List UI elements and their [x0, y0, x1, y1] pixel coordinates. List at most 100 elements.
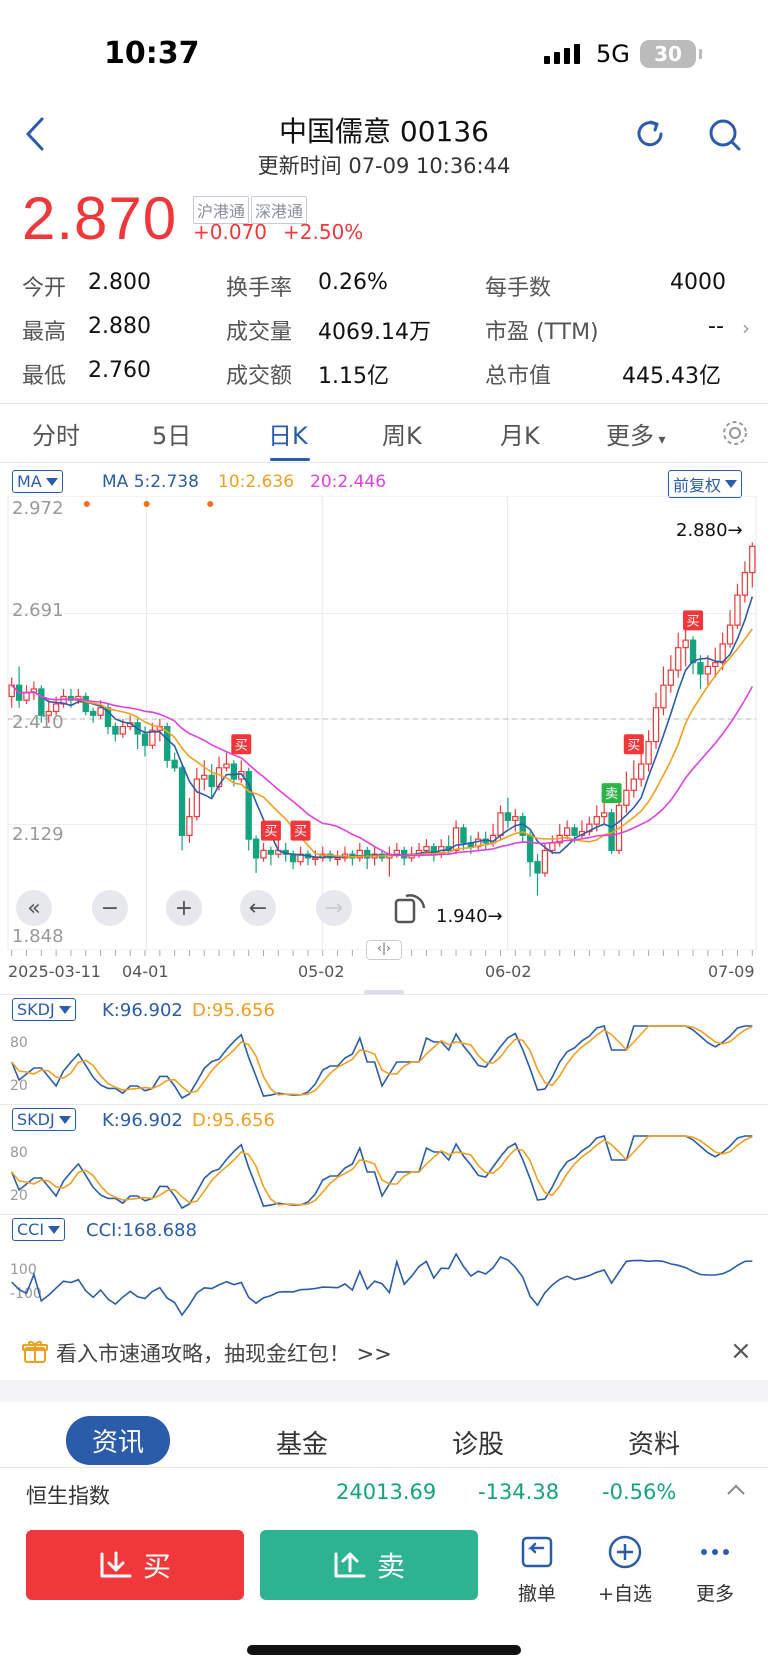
low-value: 2.760 — [88, 358, 151, 383]
zoom-in-button[interactable]: + — [166, 890, 202, 926]
candle-body — [82, 695, 89, 713]
ellipsis-icon — [701, 1549, 729, 1555]
candle-body — [504, 812, 512, 821]
tab-profile[interactable]: 资料 — [628, 1430, 681, 1460]
close-icon[interactable]: × — [730, 1336, 752, 1366]
upload-icon — [334, 1552, 366, 1578]
more-button[interactable]: 更多 — [680, 1534, 750, 1606]
buy-signal: 买 — [260, 820, 281, 841]
indicator-pill: SKDJ — [12, 1108, 76, 1131]
min-annotation: 1.940→ — [436, 906, 503, 927]
adjust-selector[interactable]: 前复权 — [668, 470, 743, 498]
level-label: 80 — [10, 1035, 28, 1051]
tab-more[interactable]: 更多 ▾ — [606, 416, 665, 451]
chevron-up-icon[interactable] — [726, 1482, 746, 1501]
candle-body — [245, 770, 252, 840]
tab-fund[interactable]: 基金 — [276, 1430, 329, 1460]
zoom-out-button[interactable]: − — [92, 890, 128, 926]
signal-label: 买 — [264, 825, 277, 840]
drag-handle[interactable]: ‹|› — [366, 940, 402, 960]
cancel-order-button[interactable]: 撤单 — [502, 1534, 572, 1606]
add-watchlist-label: +自选 — [598, 1583, 652, 1605]
candle-body — [623, 789, 630, 806]
candle-body — [238, 770, 245, 780]
search-icon[interactable] — [708, 118, 742, 156]
candle-body — [549, 842, 556, 852]
ma-selector[interactable]: MA — [12, 470, 63, 493]
adjust-pill: 前复权 — [668, 470, 743, 498]
tab-weekly-k[interactable]: 周K — [382, 422, 422, 450]
x-tick-label: 04-01 — [122, 962, 169, 981]
tab-daily-k[interactable]: 日K — [268, 422, 308, 450]
tab-5day[interactable]: 5日 — [152, 422, 192, 450]
ma5-value: MA 5:2.738 — [102, 472, 199, 492]
candle-body — [734, 594, 741, 626]
candle-body — [252, 838, 260, 859]
candle-body — [363, 849, 371, 859]
download-icon — [100, 1551, 132, 1578]
back-icon[interactable] — [24, 116, 46, 156]
indicator-name: SKDJ — [17, 1000, 55, 1019]
indicator-d: D:95.656 — [192, 1000, 275, 1021]
event-marker — [143, 501, 150, 507]
candle-body — [741, 571, 749, 596]
add-watchlist-button[interactable]: +自选 — [590, 1534, 660, 1606]
candle-body — [38, 688, 45, 716]
y-tick-label: 2.691 — [12, 600, 64, 621]
active-tab-indicator — [270, 458, 310, 461]
tab-timeshare[interactable]: 分时 — [32, 422, 80, 450]
candle-body — [423, 846, 430, 852]
candle-body — [667, 669, 675, 686]
candle-body — [149, 729, 156, 746]
indicator-k: K:96.902 — [102, 1000, 183, 1021]
indicator-d: D:95.656 — [192, 1110, 275, 1131]
skdj-chart — [10, 1135, 753, 1210]
tab-news[interactable]: 资讯 — [66, 1416, 171, 1465]
max-annotation: 2.880→ — [676, 520, 743, 541]
tab-monthly-k[interactable]: 月K — [500, 422, 540, 450]
candle-body — [67, 695, 75, 701]
resize-handle[interactable] — [364, 990, 404, 995]
x-tick-label: 05-02 — [298, 962, 345, 981]
level-label: -100 — [10, 1286, 42, 1302]
candle-body — [460, 827, 467, 844]
rotate-icon[interactable] — [392, 890, 428, 930]
scroll-left-button[interactable]: ← — [240, 890, 276, 926]
candle-body — [697, 662, 704, 675]
signal-label: 买 — [235, 738, 248, 753]
buy-button[interactable]: 买 — [26, 1530, 244, 1600]
index-name: 恒生指数 — [26, 1484, 110, 1508]
high-value: 2.880 — [88, 314, 151, 339]
y-tick-label: 2.972 — [12, 498, 64, 519]
ma20-value: 20:2.446 — [310, 472, 387, 492]
candle-body — [534, 861, 541, 874]
high-label: 最高 — [22, 320, 67, 345]
gear-icon[interactable] — [720, 418, 750, 452]
ma-selector-label: MA — [17, 472, 42, 491]
scroll-right-button[interactable]: → — [316, 890, 352, 926]
refresh-icon[interactable] — [634, 118, 666, 154]
candle-body — [726, 624, 734, 645]
candle-body — [497, 812, 504, 836]
sell-button[interactable]: 卖 — [260, 1530, 478, 1600]
skdj-chart — [10, 1025, 753, 1100]
candle-body — [645, 740, 652, 765]
amount-value: 1.15亿 — [318, 364, 389, 389]
divider — [0, 994, 768, 995]
candle-body — [193, 778, 201, 818]
x-tick-label: 06-02 — [485, 962, 532, 981]
candle-body — [593, 816, 600, 825]
signal-label: 买 — [294, 825, 307, 840]
indicator-selector[interactable]: SKDJ — [12, 1108, 76, 1131]
indicator-selector[interactable]: SKDJ — [12, 998, 76, 1021]
x-tick-label: 2025-03-11 — [8, 962, 101, 981]
rewind-button[interactable]: « — [16, 890, 52, 926]
indicator-pill: SKDJ — [12, 998, 76, 1021]
adjust-label: 前复权 — [673, 476, 722, 495]
current-price: 2.870 — [22, 185, 178, 252]
tab-diagnose[interactable]: 诊股 — [452, 1430, 505, 1460]
chevron-right-icon[interactable]: › — [742, 316, 750, 340]
indicator-name: CCI — [17, 1220, 45, 1239]
indicator-selector[interactable]: CCI — [12, 1218, 66, 1241]
